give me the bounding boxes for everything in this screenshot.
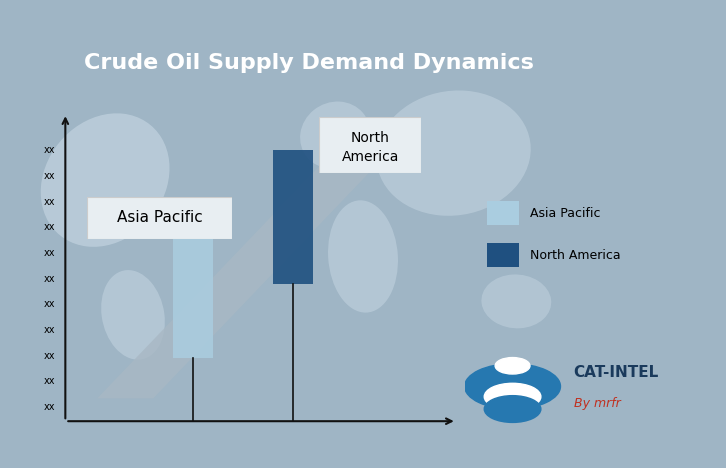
- Text: xx: xx: [44, 171, 55, 181]
- Ellipse shape: [377, 90, 531, 216]
- Text: North: North: [351, 132, 390, 146]
- Text: xx: xx: [44, 325, 55, 335]
- Text: North America: North America: [531, 249, 621, 262]
- Text: xx: xx: [44, 402, 55, 412]
- FancyBboxPatch shape: [87, 197, 232, 239]
- Text: xx: xx: [44, 274, 55, 284]
- Text: xx: xx: [44, 222, 55, 233]
- Bar: [487, 201, 518, 225]
- Ellipse shape: [481, 274, 551, 329]
- Text: xx: xx: [44, 300, 55, 309]
- Polygon shape: [273, 150, 313, 285]
- Polygon shape: [174, 222, 213, 358]
- Circle shape: [484, 395, 541, 423]
- Text: CAT-INTEL: CAT-INTEL: [574, 366, 658, 380]
- Text: By mrfr: By mrfr: [574, 397, 620, 410]
- Text: xx: xx: [44, 351, 55, 361]
- Polygon shape: [97, 165, 377, 398]
- Circle shape: [465, 364, 560, 409]
- Text: xx: xx: [44, 146, 55, 155]
- Circle shape: [495, 358, 530, 374]
- Circle shape: [484, 383, 541, 410]
- Ellipse shape: [41, 113, 169, 247]
- FancyBboxPatch shape: [319, 117, 421, 173]
- Ellipse shape: [300, 102, 370, 169]
- Text: Asia Pacific: Asia Pacific: [117, 210, 203, 225]
- Ellipse shape: [328, 200, 398, 313]
- Text: Crude Oil Supply Demand Dynamics: Crude Oil Supply Demand Dynamics: [84, 53, 534, 73]
- Text: Asia Pacific: Asia Pacific: [531, 207, 601, 220]
- Text: xx: xx: [44, 197, 55, 207]
- Text: America: America: [341, 150, 399, 164]
- Text: xx: xx: [44, 376, 55, 386]
- Bar: [487, 243, 518, 267]
- Text: xx: xx: [44, 248, 55, 258]
- Ellipse shape: [101, 270, 165, 360]
